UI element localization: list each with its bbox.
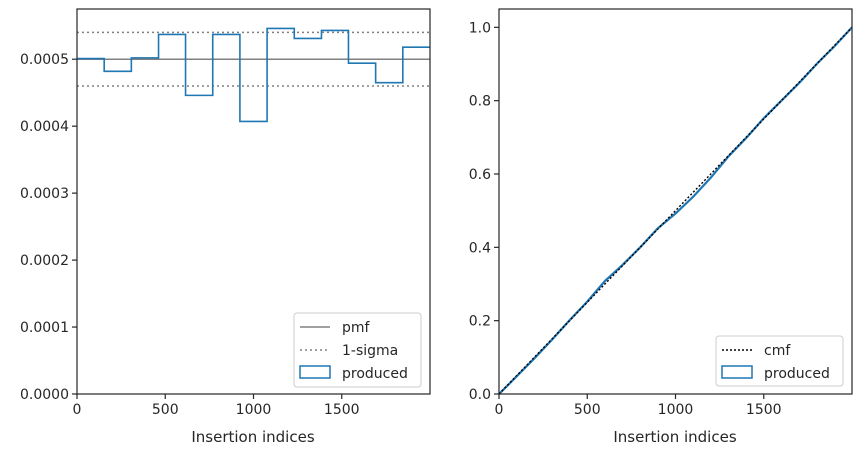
produced-cmf-point (833, 45, 835, 47)
cmf-x-ticks: 0 500 1000 1500 (495, 394, 782, 418)
cmf-panel: 0 500 1000 1500 0.0 0.2 0.4 0.6 0.8 1.0 Insertio… (469, 8, 853, 446)
pmf-x-axis-label: Insertion indices (191, 428, 314, 446)
produced-cmf-point (551, 339, 553, 341)
cmf-series (498, 26, 853, 395)
produced-cmf-point (586, 301, 588, 303)
produced-cmf-point (604, 280, 606, 282)
produced-step-outline (77, 27, 430, 123)
produced-cmf-point (798, 82, 800, 84)
produced-cmf-point (675, 213, 676, 215)
produced-cmf-point (763, 117, 765, 119)
produced-cmf-point (816, 63, 818, 65)
cmf-legend-box (715, 335, 844, 387)
cmf-x-axis-label: Insertion indices (613, 428, 736, 446)
produced-cmf-point (516, 375, 518, 377)
pmf-y-tick-label: 0.0001 (20, 320, 69, 336)
pmf-histogram-panel: 0 500 1000 1500 0.00000.00010.00020.00030.0… (20, 8, 431, 446)
produced-cmf-point (657, 227, 659, 229)
produced-cmf-point (533, 357, 535, 359)
cmf-y-ticks: 0.0 0.2 0.4 0.6 0.8 1.0 (469, 20, 499, 403)
produced-cmf-point (727, 155, 729, 157)
pmf-x-ticks: 0 500 1000 1500 (73, 394, 360, 418)
pmf-legend: pmf 1-sigma produced (293, 312, 422, 388)
cmf-legend: cmf produced (715, 335, 844, 387)
pmf-x-tick-label: 500 (152, 402, 179, 418)
cmf-y-tick-label: 1.0 (469, 20, 491, 36)
cmf-y-tick-label: 0.2 (469, 314, 491, 330)
legend-pmf-label: pmf (342, 320, 371, 336)
produced-cmf-point (745, 137, 747, 139)
legend-cmf-produced-swatch (721, 365, 753, 379)
produced-cmf-point (622, 264, 624, 266)
cmf-x-tick-label: 500 (574, 402, 601, 418)
pmf-y-tick-label: 0.0005 (20, 52, 69, 68)
pmf-y-tick-label: 0.0002 (20, 253, 69, 269)
cmf-line (498, 26, 853, 395)
produced-cmf-point (710, 177, 712, 179)
cmf-x-tick-label: 1500 (746, 402, 782, 418)
legend-1-sigma-label: 1-sigma (342, 343, 398, 359)
cmf-y-tick-label: 0.6 (469, 167, 491, 183)
pmf-y-tick-label: 0.0004 (20, 119, 69, 135)
pmf-legend-box (293, 312, 422, 388)
pmf-x-tick-label: 1500 (324, 402, 360, 418)
legend-cmf-label: cmf (764, 343, 791, 359)
produced-cmf-point (692, 196, 694, 198)
produced-cmf-point (639, 246, 641, 248)
pmf-x-tick-label: 1000 (236, 402, 272, 418)
cmf-y-tick-label: 0.0 (469, 387, 491, 403)
pmf-reference-lines (77, 31, 430, 87)
pmf-x-tick-label: 0 (73, 402, 82, 418)
pmf-y-tick-label: 0.0003 (20, 186, 69, 202)
cmf-y-tick-label: 0.4 (469, 240, 491, 256)
legend-produced-label: produced (342, 366, 408, 382)
pmf-y-ticks: 0.0000 0.0001 0.0002 0.0003 0.0004 0.0005 (20, 52, 77, 403)
cmf-y-tick-label: 0.8 (469, 94, 491, 110)
cmf-x-tick-label: 0 (495, 402, 504, 418)
cmf-x-tick-label: 1000 (658, 402, 694, 418)
produced-histogram (77, 27, 430, 123)
produced-cmf-point (780, 100, 782, 102)
pmf-y-tick-label: 0.0000 (20, 387, 69, 403)
produced-cmf-point (569, 319, 571, 321)
legend-produced-swatch (299, 365, 331, 379)
legend-cmf-produced-label: produced (764, 366, 830, 382)
